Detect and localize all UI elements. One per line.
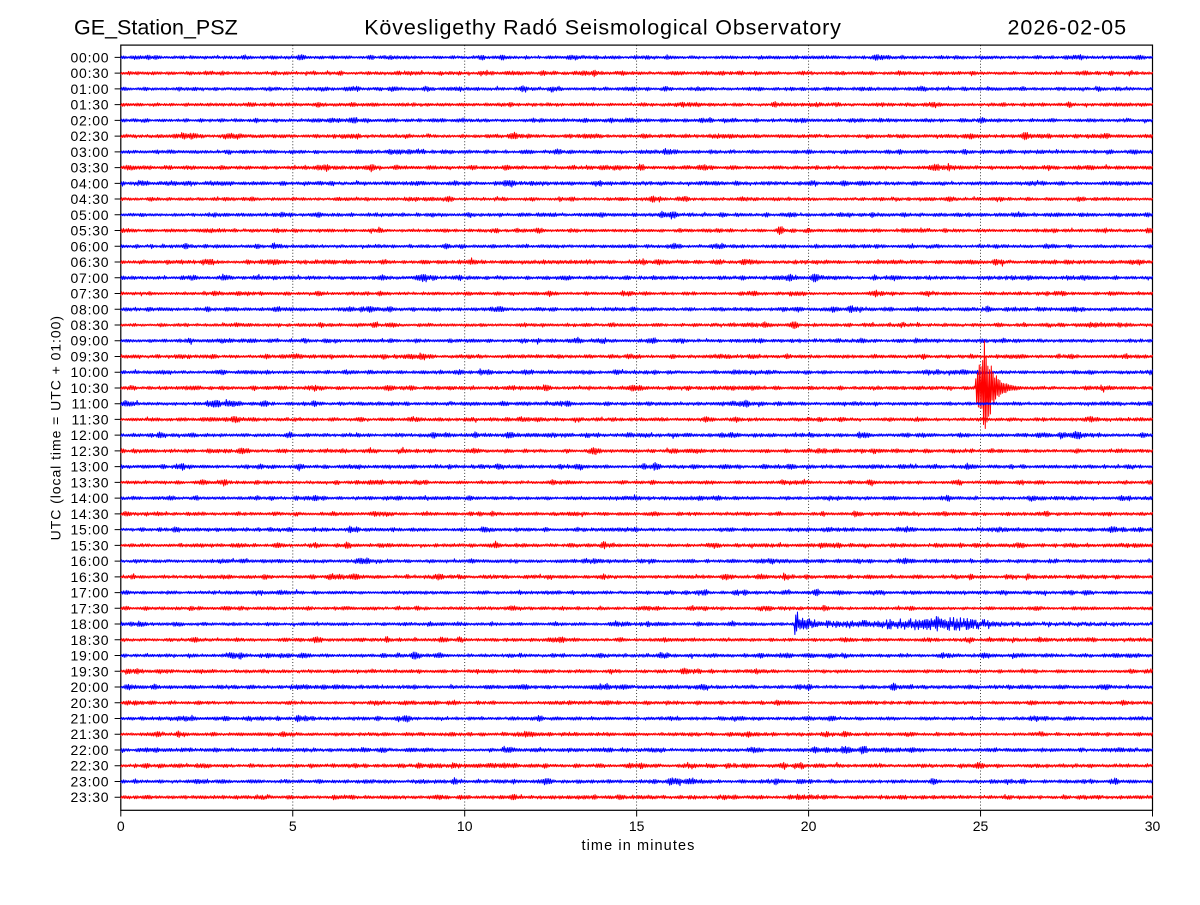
svg-text:19:30: 19:30 [71, 663, 110, 679]
svg-text:07:30: 07:30 [71, 286, 110, 302]
svg-text:10:30: 10:30 [71, 380, 110, 396]
svg-text:23:00: 23:00 [71, 773, 110, 789]
svg-text:08:30: 08:30 [71, 317, 110, 333]
svg-text:17:30: 17:30 [71, 600, 110, 616]
svg-text:03:30: 03:30 [71, 160, 110, 176]
svg-text:21:00: 21:00 [71, 711, 110, 727]
svg-text:09:30: 09:30 [71, 348, 110, 364]
svg-text:21:30: 21:30 [71, 726, 110, 742]
svg-text:15:30: 15:30 [71, 537, 110, 553]
svg-text:06:00: 06:00 [71, 238, 110, 254]
svg-text:12:00: 12:00 [71, 427, 110, 443]
svg-text:11:00: 11:00 [72, 396, 110, 412]
svg-text:10: 10 [457, 818, 473, 834]
svg-text:22:30: 22:30 [71, 758, 110, 774]
svg-text:15: 15 [629, 818, 645, 834]
svg-text:time in minutes: time in minutes [581, 838, 695, 854]
svg-text:07:00: 07:00 [71, 270, 110, 286]
svg-text:18:00: 18:00 [71, 616, 110, 632]
svg-text:2026-02-05: 2026-02-05 [1008, 16, 1127, 40]
svg-text:17:00: 17:00 [71, 585, 110, 601]
svg-text:5: 5 [289, 818, 297, 834]
svg-text:23:30: 23:30 [71, 789, 110, 805]
svg-text:Kövesligethy Radó Seismologica: Kövesligethy Radó Seismological Observat… [364, 16, 842, 40]
svg-text:13:30: 13:30 [71, 474, 110, 490]
svg-text:11:30: 11:30 [72, 411, 110, 427]
svg-text:05:00: 05:00 [71, 207, 110, 223]
svg-text:25: 25 [973, 818, 989, 834]
svg-text:05:30: 05:30 [71, 223, 110, 239]
svg-text:20: 20 [801, 818, 817, 834]
svg-text:19:00: 19:00 [71, 648, 110, 664]
svg-text:13:00: 13:00 [71, 459, 110, 475]
svg-text:30: 30 [1145, 818, 1161, 834]
svg-text:16:00: 16:00 [71, 553, 110, 569]
svg-text:04:00: 04:00 [71, 175, 110, 191]
svg-text:06:30: 06:30 [71, 254, 110, 270]
svg-text:03:00: 03:00 [71, 144, 110, 160]
svg-text:18:30: 18:30 [71, 632, 110, 648]
svg-text:UTC (local time = UTC + 01:00): UTC (local time = UTC + 01:00) [48, 315, 64, 540]
svg-text:08:00: 08:00 [71, 301, 110, 317]
svg-text:02:30: 02:30 [71, 128, 110, 144]
svg-text:10:00: 10:00 [71, 364, 110, 380]
svg-text:00:00: 00:00 [71, 49, 110, 65]
svg-text:00:30: 00:30 [71, 65, 110, 81]
svg-text:14:30: 14:30 [71, 506, 110, 522]
svg-text:20:30: 20:30 [71, 695, 110, 711]
svg-text:14:00: 14:00 [71, 490, 110, 506]
svg-text:0: 0 [117, 818, 125, 834]
svg-text:01:30: 01:30 [71, 97, 110, 113]
svg-text:01:00: 01:00 [71, 81, 110, 97]
svg-text:09:00: 09:00 [71, 333, 110, 349]
svg-text:22:00: 22:00 [71, 742, 110, 758]
svg-text:12:30: 12:30 [71, 443, 110, 459]
svg-text:04:30: 04:30 [71, 191, 110, 207]
svg-text:GE_Station_PSZ: GE_Station_PSZ [74, 16, 238, 40]
svg-text:15:00: 15:00 [71, 522, 110, 538]
svg-text:02:00: 02:00 [71, 112, 110, 128]
svg-text:16:30: 16:30 [71, 569, 110, 585]
svg-text:20:00: 20:00 [71, 679, 110, 695]
